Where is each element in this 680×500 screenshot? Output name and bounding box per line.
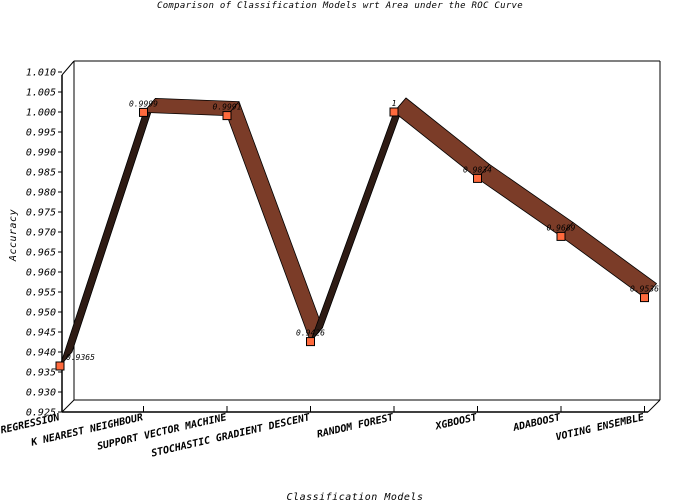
y-axis-label: Accuracy: [8, 209, 19, 262]
data-label: 0.9365: [66, 353, 95, 362]
data-point-marker: [139, 107, 148, 117]
data-point-marker: [640, 293, 649, 303]
plot-area: [62, 61, 660, 412]
top-left-depth-edge: [61, 60, 75, 76]
y-tick-label: 0.970: [26, 228, 56, 239]
y-tick-label: 0.930: [26, 388, 56, 399]
data-point-marker: [55, 361, 65, 371]
y-tick-label: 0.995: [26, 128, 56, 139]
y-tick-label: 0.940: [26, 348, 56, 359]
y-tick-label: 0.935: [26, 368, 56, 379]
data-label: 0.9991: [213, 103, 242, 112]
data-point-marker: [222, 111, 232, 121]
x-axis-label: Classification Models: [287, 492, 424, 500]
y-tick-label: 0.960: [26, 268, 56, 279]
y-tick-label: 1.005: [26, 88, 56, 99]
y-tick-label: 0.945: [26, 328, 56, 339]
y-tick-label: 0.925: [26, 408, 56, 419]
y-tick-label: 1.010: [26, 68, 56, 79]
data-label: 0.9834: [463, 165, 492, 174]
data-labels: 0.9365 0.9999 0.9991 0.9426 1 0.9834 0.9689 0.9…: [66, 99, 659, 362]
y-tick-label: 0.950: [26, 308, 56, 319]
x-tick-label: RANDOM FOREST: [316, 412, 396, 441]
y-tick-label: 0.975: [26, 208, 56, 219]
y-tick-label: 0.985: [26, 168, 56, 179]
x-tick-label: VOTING ENSEMBLE: [555, 412, 646, 443]
data-label: 1: [392, 99, 397, 108]
data-point-marker: [473, 173, 482, 183]
data-label: 0.9426: [296, 329, 325, 338]
bottom-left-depth-edge: [61, 399, 75, 413]
data-label: 0.9689: [547, 223, 576, 232]
data-label: 0.9999: [129, 99, 158, 108]
series-ribbon: [59, 97, 657, 367]
ribbon-segment: [560, 221, 657, 299]
data-point-marker: [556, 231, 566, 241]
chart-frame: [61, 60, 661, 413]
data-markers: [55, 107, 649, 371]
y-tick-label: 0.980: [26, 188, 56, 199]
y-tick-label: 1.000: [26, 108, 56, 119]
y-tick-label: 0.955: [26, 288, 56, 299]
x-tick-label: XGBOOST: [434, 412, 479, 433]
y-tick-label: 0.990: [26, 148, 56, 159]
data-point-marker: [306, 337, 315, 347]
chart-title: Comparison of Classification Models wrt …: [157, 1, 523, 11]
x-tick-label: ADABOOST: [511, 412, 562, 434]
y-tick-label: 0.965: [26, 248, 56, 259]
x-tick-label: STOCHASTIC GRADIENT DESCENT: [150, 412, 312, 460]
y-axis-ticks: 0.925 0.930 0.935 0.940 0.945 0.950 0.955 0.960…: [26, 68, 62, 419]
data-label: 0.9536: [630, 285, 659, 294]
bottom-right-depth-edge: [647, 399, 661, 413]
data-point-marker: [389, 107, 399, 117]
